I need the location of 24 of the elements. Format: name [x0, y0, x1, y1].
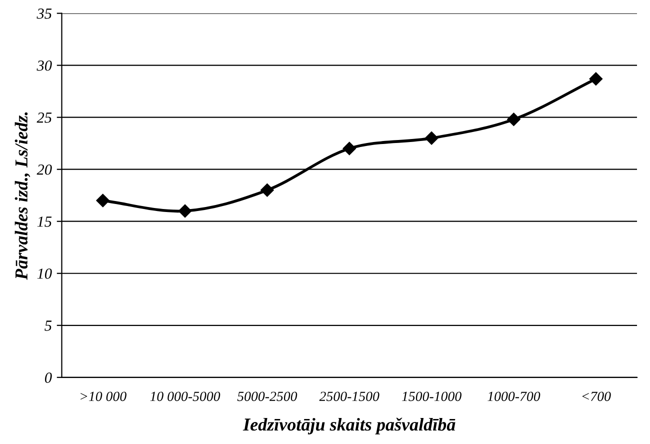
- x-tick-label: 1000-700: [488, 392, 540, 402]
- point: [342, 142, 356, 156]
- x-tick-label: >10 000: [80, 392, 126, 402]
- y-tick-label: 20: [36, 164, 52, 175]
- y-tick-label: 35: [36, 8, 52, 19]
- y-tick-label: 10: [37, 268, 52, 279]
- x-tick-label: <700: [582, 392, 611, 402]
- point: [178, 204, 192, 218]
- y-tick-label: 15: [37, 216, 52, 227]
- y-tick-label: 5: [44, 320, 52, 331]
- point: [260, 184, 274, 197]
- x-tick-label: 10 000-5000: [150, 392, 220, 402]
- point: [424, 132, 438, 145]
- point: [96, 194, 110, 208]
- x-tick-label: 1500-1000: [402, 392, 462, 402]
- point: [589, 72, 602, 86]
- x-axis-title: Iedzīvotāju skaits pašvaldībā: [242, 418, 456, 434]
- point: [507, 112, 520, 126]
- y-tick-label: 30: [36, 60, 52, 71]
- x-tick-label: 2500-1500: [319, 392, 380, 402]
- y-tick-label: 0: [44, 372, 52, 383]
- y-axis-title: Pārvaldes izd., Ls/iedz.: [14, 112, 30, 280]
- x-tick-label: 5000-2500: [237, 392, 298, 402]
- y-tick-label: 25: [36, 112, 52, 123]
